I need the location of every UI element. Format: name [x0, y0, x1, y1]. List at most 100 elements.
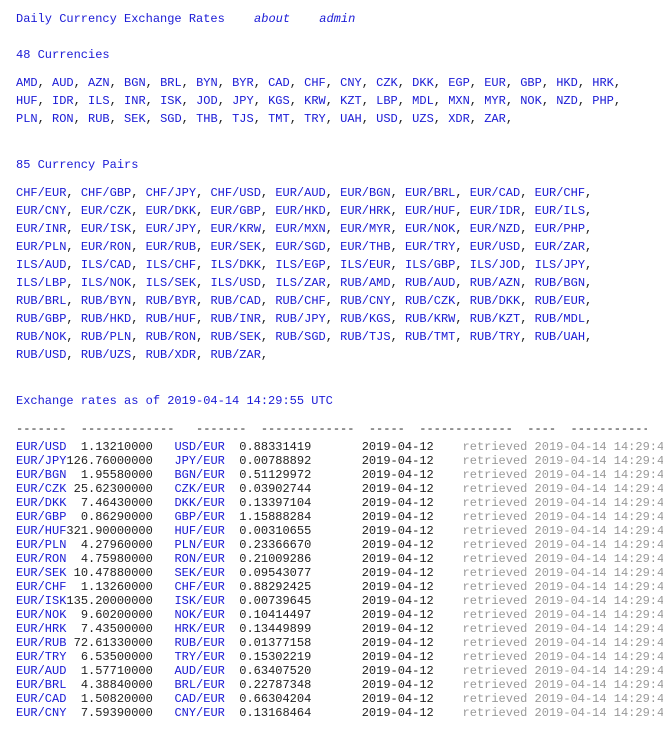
currency-link[interactable]: KGS — [268, 94, 290, 108]
pair-link[interactable]: RUB/MDL — [535, 312, 585, 326]
pair-link[interactable]: RUB/XDR — [146, 348, 196, 362]
pair-link[interactable]: RUB/BYN — [81, 294, 131, 308]
currency-link[interactable]: CAD — [268, 76, 290, 90]
pair-link[interactable]: ILS/AUD — [16, 258, 66, 272]
rate-pair[interactable]: EUR/SEK — [16, 566, 66, 580]
pair-link[interactable]: RUB/BGN — [535, 276, 585, 290]
pair-link[interactable]: ILS/CAD — [81, 258, 131, 272]
currency-link[interactable]: IDR — [52, 94, 74, 108]
rate-inverse-pair[interactable]: HUF/EUR — [174, 524, 224, 538]
currency-link[interactable]: SEK — [124, 112, 146, 126]
pair-link[interactable]: CHF/EUR — [16, 186, 66, 200]
rate-pair[interactable]: EUR/ISK — [16, 594, 66, 608]
pair-link[interactable]: RUB/AMD — [340, 276, 390, 290]
rate-pair[interactable]: EUR/RUB — [16, 636, 66, 650]
currency-link[interactable]: TRY — [304, 112, 326, 126]
rate-pair[interactable]: EUR/NOK — [16, 608, 66, 622]
pair-link[interactable]: EUR/PLN — [16, 240, 66, 254]
pair-link[interactable]: EUR/SGD — [275, 240, 325, 254]
pair-link[interactable]: EUR/RON — [81, 240, 131, 254]
pair-link[interactable]: ILS/CHF — [146, 258, 196, 272]
pair-link[interactable]: EUR/HRK — [340, 204, 390, 218]
pair-link[interactable]: RUB/SEK — [210, 330, 260, 344]
rate-pair[interactable]: EUR/PLN — [16, 538, 66, 552]
rate-inverse-pair[interactable]: BGN/EUR — [174, 468, 224, 482]
rate-inverse-pair[interactable]: HRK/EUR — [174, 622, 224, 636]
pair-link[interactable]: ILS/JPY — [535, 258, 585, 272]
pair-link[interactable]: EUR/HUF — [405, 204, 455, 218]
pair-link[interactable]: RUB/AZN — [470, 276, 520, 290]
pair-link[interactable]: EUR/GBP — [210, 204, 260, 218]
nav-admin-link[interactable]: admin — [319, 12, 355, 26]
currency-link[interactable]: CHF — [304, 76, 326, 90]
rate-pair[interactable]: EUR/BGN — [16, 468, 66, 482]
currency-link[interactable]: MXN — [448, 94, 470, 108]
pair-link[interactable]: EUR/JPY — [146, 222, 196, 236]
pair-link[interactable]: ILS/USD — [210, 276, 260, 290]
pair-link[interactable]: RUB/CNY — [340, 294, 390, 308]
pair-link[interactable]: EUR/ISK — [81, 222, 131, 236]
currency-link[interactable]: ISK — [160, 94, 182, 108]
currency-link[interactable]: TJS — [232, 112, 254, 126]
rate-inverse-pair[interactable]: PLN/EUR — [174, 538, 224, 552]
pair-link[interactable]: EUR/DKK — [146, 204, 196, 218]
currency-link[interactable]: AZN — [88, 76, 110, 90]
pair-link[interactable]: EUR/CAD — [470, 186, 520, 200]
currency-link[interactable]: BRL — [160, 76, 182, 90]
currency-link[interactable]: DKK — [412, 76, 434, 90]
currency-link[interactable]: KRW — [304, 94, 326, 108]
currency-link[interactable]: NZD — [556, 94, 578, 108]
currency-link[interactable]: LBP — [376, 94, 398, 108]
pair-link[interactable]: EUR/MXN — [275, 222, 325, 236]
rate-pair[interactable]: EUR/DKK — [16, 496, 66, 510]
currency-link[interactable]: PHP — [592, 94, 614, 108]
currency-link[interactable]: RON — [52, 112, 74, 126]
rate-inverse-pair[interactable]: USD/EUR — [174, 440, 224, 454]
pair-link[interactable]: RUB/JPY — [275, 312, 325, 326]
pair-link[interactable]: RUB/HUF — [146, 312, 196, 326]
currency-link[interactable]: KZT — [340, 94, 362, 108]
currency-link[interactable]: SGD — [160, 112, 182, 126]
pair-link[interactable]: EUR/THB — [340, 240, 390, 254]
currency-link[interactable]: BYR — [232, 76, 254, 90]
pair-link[interactable]: EUR/CNY — [16, 204, 66, 218]
pair-link[interactable]: RUB/INR — [210, 312, 260, 326]
rate-inverse-pair[interactable]: CHF/EUR — [174, 580, 224, 594]
rate-inverse-pair[interactable]: SEK/EUR — [174, 566, 224, 580]
pair-link[interactable]: RUB/USD — [16, 348, 66, 362]
currency-link[interactable]: HKD — [556, 76, 578, 90]
pair-link[interactable]: RUB/PLN — [81, 330, 131, 344]
pair-link[interactable]: EUR/CHF — [535, 186, 585, 200]
rate-inverse-pair[interactable]: NOK/EUR — [174, 608, 224, 622]
pair-link[interactable]: EUR/MYR — [340, 222, 390, 236]
pair-link[interactable]: RUB/ZAR — [210, 348, 260, 362]
currency-link[interactable]: BYN — [196, 76, 218, 90]
pair-link[interactable]: RUB/CZK — [405, 294, 455, 308]
rate-pair[interactable]: EUR/TRY — [16, 650, 66, 664]
pair-link[interactable]: CHF/GBP — [81, 186, 131, 200]
currency-link[interactable]: INR — [124, 94, 146, 108]
rate-pair[interactable]: EUR/GBP — [16, 510, 66, 524]
currency-link[interactable]: MDL — [412, 94, 434, 108]
rate-inverse-pair[interactable]: BRL/EUR — [174, 678, 224, 692]
currency-link[interactable]: NOK — [520, 94, 542, 108]
pair-link[interactable]: RUB/CHF — [275, 294, 325, 308]
pair-link[interactable]: EUR/BGN — [340, 186, 390, 200]
pair-link[interactable]: ILS/DKK — [210, 258, 260, 272]
pair-link[interactable]: CHF/JPY — [146, 186, 196, 200]
rate-pair[interactable]: EUR/CNY — [16, 706, 66, 720]
rate-pair[interactable]: EUR/HUF — [16, 524, 66, 538]
rate-pair[interactable]: EUR/AUD — [16, 664, 66, 678]
pair-link[interactable]: RUB/CAD — [210, 294, 260, 308]
pair-link[interactable]: ILS/EUR — [340, 258, 390, 272]
currency-link[interactable]: USD — [376, 112, 398, 126]
pair-link[interactable]: RUB/BRL — [16, 294, 66, 308]
pair-link[interactable]: EUR/CZK — [81, 204, 131, 218]
currency-link[interactable]: HUF — [16, 94, 38, 108]
pair-link[interactable]: ILS/EGP — [275, 258, 325, 272]
pair-link[interactable]: EUR/USD — [470, 240, 520, 254]
rate-inverse-pair[interactable]: GBP/EUR — [174, 510, 224, 524]
rate-inverse-pair[interactable]: AUD/EUR — [174, 664, 224, 678]
pair-link[interactable]: ILS/JOD — [470, 258, 520, 272]
currency-link[interactable]: BGN — [124, 76, 146, 90]
